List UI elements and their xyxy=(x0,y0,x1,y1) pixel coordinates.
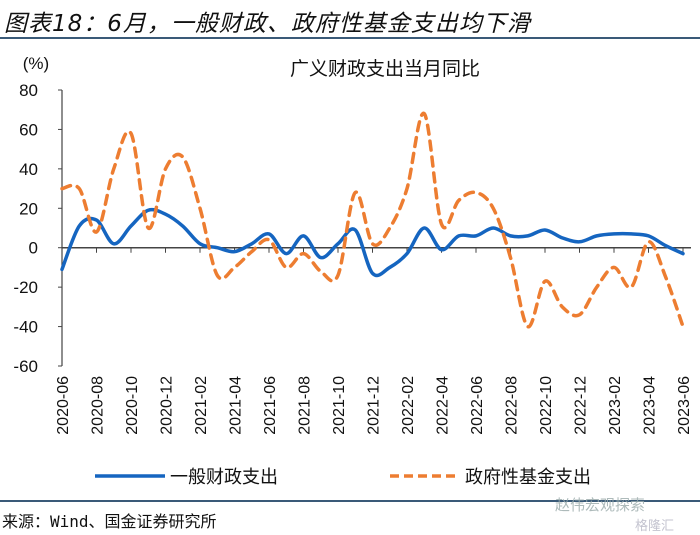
figure-title: 图表18：6月，一般财政、政府性基金支出均下滑 xyxy=(4,11,531,37)
x-tick-label: 2021-02 xyxy=(193,376,210,435)
line-chart: 广义财政支出当月同比 (%) 80 60 40 20 0 -20 -40 -60 2020-06… xyxy=(13,54,693,487)
y-tick-label: -20 xyxy=(13,278,38,297)
y-tick-label: 60 xyxy=(19,120,38,139)
x-tick-label: 2023-06 xyxy=(676,376,693,435)
x-tick-label: 2022-10 xyxy=(538,376,555,435)
x-tick-label: 2022-06 xyxy=(469,376,486,435)
x-tick-label: 2021-12 xyxy=(366,376,383,435)
y-tick-label: 20 xyxy=(19,199,38,218)
x-tick-label: 2020-12 xyxy=(159,376,176,435)
y-tick-label: -60 xyxy=(13,357,38,376)
legend-label: 政府性基金支出 xyxy=(465,467,591,487)
x-tick-label: 2021-06 xyxy=(262,376,279,435)
x-tick-label: 2022-12 xyxy=(573,376,590,435)
x-tick-label: 2022-02 xyxy=(400,376,417,435)
x-tick-label: 2020-10 xyxy=(124,376,141,435)
watermark-text: 格隆汇 xyxy=(635,519,675,534)
watermark-text: 赵伟宏观探索 xyxy=(555,496,646,514)
x-tick-label: 2021-08 xyxy=(297,376,314,435)
series-line-1 xyxy=(60,207,685,278)
footer-divider xyxy=(0,500,700,502)
y-axis-label: (%) xyxy=(23,54,49,73)
legend-label: 一般财政支出 xyxy=(170,467,278,487)
chart-title: 广义财政支出当月同比 xyxy=(290,58,480,80)
series-line-2 xyxy=(60,111,685,329)
x-tick-label: 2023-02 xyxy=(607,376,624,435)
x-tick-label: 2023-04 xyxy=(642,376,659,435)
title-divider xyxy=(0,37,700,39)
x-tick-label: 2021-04 xyxy=(228,376,245,435)
x-tick-label: 2021-10 xyxy=(331,376,348,435)
x-tick-label: 2020-06 xyxy=(55,376,72,435)
x-tick-label: 2022-08 xyxy=(504,376,521,435)
y-tick-label: 40 xyxy=(19,160,38,179)
y-tick-label: 80 xyxy=(19,81,38,100)
x-tick-label: 2022-04 xyxy=(435,376,452,435)
x-tick-label: 2020-08 xyxy=(90,376,107,435)
source-note: 来源：Wind、国金证券研究所 xyxy=(2,512,217,531)
y-tick-label: -40 xyxy=(13,318,38,337)
y-tick-label: 0 xyxy=(29,239,38,258)
